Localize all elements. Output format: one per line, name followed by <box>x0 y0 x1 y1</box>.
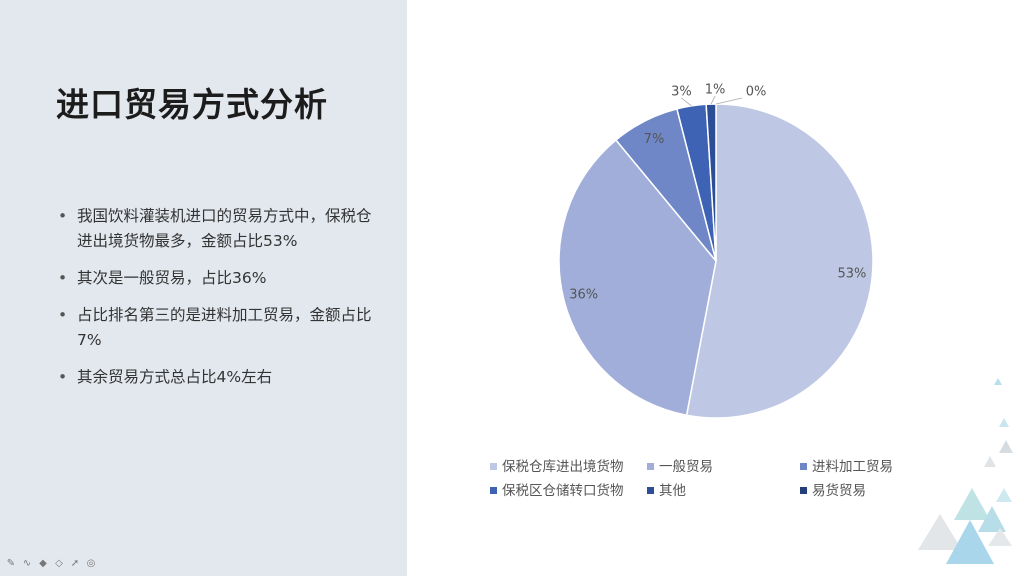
data-label: 36% <box>569 287 598 302</box>
leader-line <box>715 97 743 105</box>
left-panel: 进口贸易方式分析 我国饮料灌装机进口的贸易方式中，保税仓进出境货物最多，金额占比… <box>0 0 407 576</box>
bullet-item: 其次是一般贸易，占比36% <box>56 266 386 291</box>
bullet-item: 我国饮料灌装机进口的贸易方式中，保税仓进出境货物最多，金额占比53% <box>56 204 386 254</box>
legend-swatch <box>490 487 497 494</box>
decorative-triangles <box>918 378 1013 564</box>
data-label: 53% <box>838 266 867 281</box>
squiggle-icon[interactable]: ∿ <box>22 557 32 569</box>
annotation-toolbar: ✎ ∿ ◆ ◇ ➚ ◎ <box>5 557 97 569</box>
data-label: 3% <box>671 84 692 99</box>
legend-label: 保税仓库进出境货物 <box>502 458 624 475</box>
bullet-item: 占比排名第三的是进料加工贸易，金额占比7% <box>56 303 386 353</box>
slide-title: 进口贸易方式分析 <box>56 85 328 124</box>
bullet-list: 我国饮料灌装机进口的贸易方式中，保税仓进出境货物最多，金额占比53% 其次是一般… <box>56 204 386 402</box>
pie-slice <box>685 103 874 419</box>
pie-chart: 53% 36% 7% 3% 1% 0% 保税仓库进出境货物 一般贸易 进料加工贸易保税区仓储转… <box>490 83 893 499</box>
data-label: 0% <box>746 85 767 100</box>
legend-label: 其他 <box>659 483 686 499</box>
leader-line <box>710 95 716 105</box>
data-labels: 53% 36% 7% 3% 1% 0% <box>569 83 866 303</box>
legend-label: 易货贸易 <box>812 482 866 499</box>
legend-swatch <box>647 463 654 470</box>
pen-icon[interactable]: ✎ <box>6 557 16 569</box>
pie-slice <box>558 138 717 417</box>
data-label: 7% <box>644 132 665 147</box>
legend-swatch <box>490 463 497 470</box>
record-icon[interactable]: ◎ <box>86 557 96 569</box>
legend-swatch <box>800 487 807 494</box>
leader-lines <box>681 95 743 107</box>
pie-slice <box>705 103 717 262</box>
legend-label: 保税区仓储转口货物 <box>502 482 624 499</box>
eraser-icon[interactable]: ◇ <box>55 557 63 569</box>
leader-line <box>681 97 692 107</box>
marker-icon[interactable]: ◆ <box>39 557 47 569</box>
legend-swatch <box>647 487 654 494</box>
bullet-item: 其余贸易方式总占比4%左右 <box>56 365 386 390</box>
legend-label: 一般贸易 <box>659 459 713 475</box>
data-label: 1% <box>705 83 726 98</box>
pointer-icon[interactable]: ➚ <box>70 557 80 569</box>
legend-swatch <box>800 463 807 470</box>
legend-label: 进料加工贸易 <box>812 459 893 475</box>
pie-slices <box>558 103 874 419</box>
